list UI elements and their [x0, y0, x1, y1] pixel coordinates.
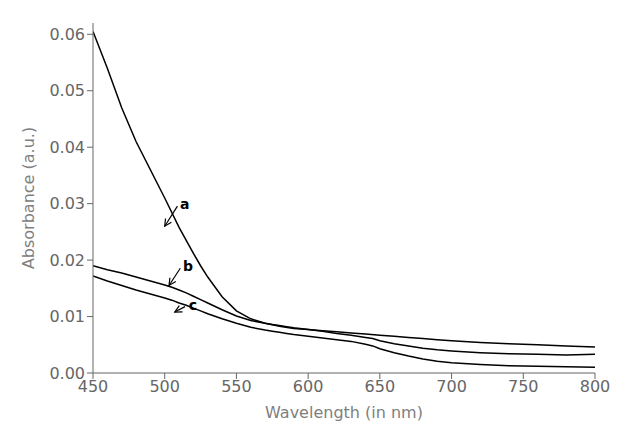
svg-text:800: 800: [580, 377, 611, 396]
svg-text:600: 600: [293, 377, 324, 396]
svg-text:0.00: 0.00: [49, 364, 85, 383]
svg-text:b: b: [183, 258, 193, 274]
svg-text:750: 750: [508, 377, 539, 396]
svg-text:0.02: 0.02: [49, 251, 85, 270]
svg-text:500: 500: [149, 377, 180, 396]
svg-text:0.05: 0.05: [49, 81, 85, 100]
svg-text:450: 450: [77, 377, 109, 397]
svg-text:0.06: 0.06: [49, 25, 85, 44]
svg-text:0.03: 0.03: [49, 194, 85, 213]
svg-text:Wavelength (in nm): Wavelength (in nm): [265, 403, 423, 422]
svg-text:700: 700: [436, 377, 467, 396]
svg-text:650: 650: [365, 377, 396, 396]
svg-text:Absorbance (a.u.): Absorbance (a.u.): [19, 127, 38, 269]
svg-text:0.04: 0.04: [49, 138, 85, 157]
svg-text:0.01: 0.01: [49, 307, 85, 326]
svg-text:550: 550: [221, 377, 252, 396]
svg-text:c: c: [189, 297, 197, 313]
svg-text:a: a: [180, 196, 189, 212]
